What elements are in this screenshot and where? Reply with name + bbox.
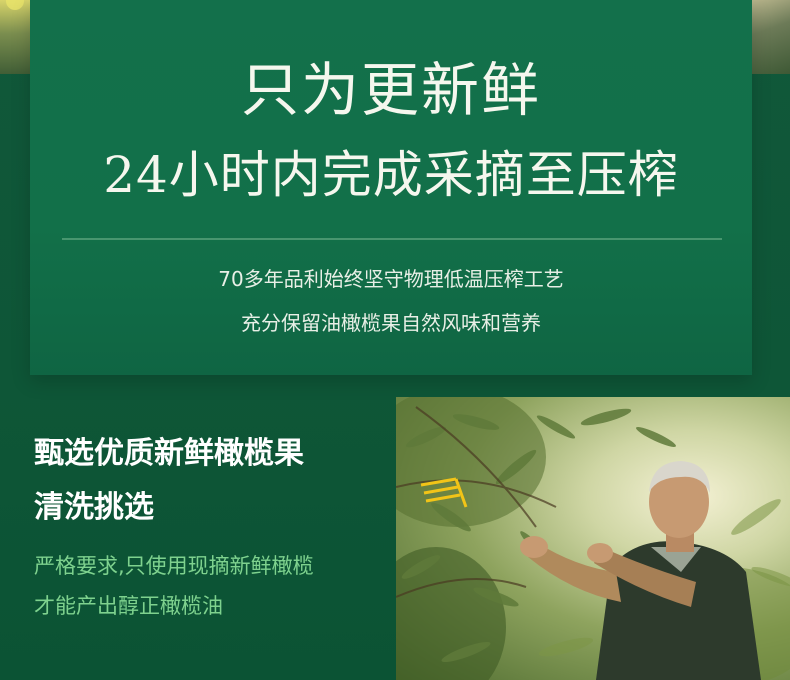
divider — [62, 238, 722, 240]
page-subtitle: 24小时内完成采摘至压榨 — [103, 146, 679, 204]
feature-description-line-1: 严格要求,只使用现摘新鲜橄榄 — [34, 554, 314, 578]
header-description-line-2: 充分保留油橄榄果自然风味和营养 — [241, 311, 541, 335]
header-panel: 只为更新鲜 24小时内完成采摘至压榨 70多年品利始终坚守物理低温压榨工艺 充分… — [30, 0, 752, 375]
feature-heading-line-1: 甄选优质新鲜橄榄果 — [34, 436, 304, 471]
feature-heading-line-2: 清洗挑选 — [34, 490, 154, 525]
page-title: 只为更新鲜 — [240, 56, 541, 124]
top-left-photo-fragment — [0, 0, 30, 74]
feature-description-line-2: 才能产出醇正橄榄油 — [34, 594, 223, 618]
top-right-photo-fragment — [752, 0, 790, 74]
header-description-line-1: 70多年品利始终坚守物理低温压榨工艺 — [218, 267, 564, 291]
olive-harvest-illustration — [396, 397, 790, 680]
olive-harvest-photo — [396, 397, 790, 680]
